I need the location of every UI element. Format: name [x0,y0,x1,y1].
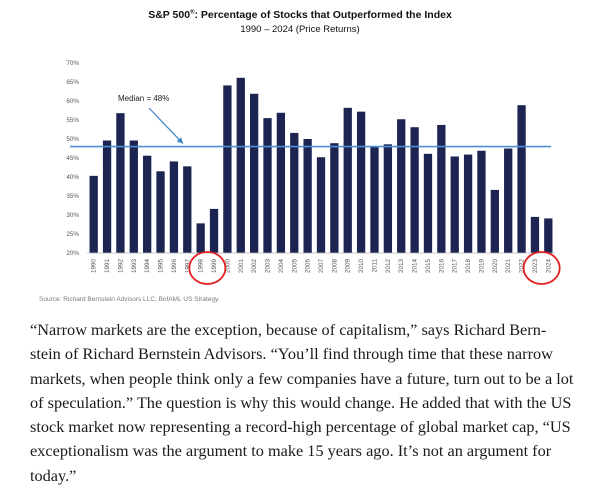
x-tick-label-2015: 2015 [425,259,432,274]
bar-2013 [397,119,406,254]
bar-2005 [290,132,299,253]
bar-2020 [490,189,499,253]
x-tick-label-1995: 1995 [158,259,165,274]
bar-2023 [530,216,540,253]
y-tick-label: 20% [66,250,79,257]
x-tick-label-2007: 2007 [318,259,325,274]
bar-2017 [450,156,459,253]
x-tick-label-1997: 1997 [184,259,191,274]
chart-area: S&P 500®: Percentage of Stocks that Outp… [0,9,600,303]
registered-mark: ® [190,9,195,16]
x-tick-label-2018: 2018 [465,259,472,274]
y-tick-label: 70% [66,60,79,67]
x-tick-label-2024: 2024 [545,259,552,274]
y-tick-label: 45% [66,155,79,162]
bar-1995 [156,171,165,253]
bar-1991 [102,140,112,253]
chart-title-rest: : Percentage of Stocks that Outperformed… [194,9,452,21]
bar-2003 [263,118,272,253]
x-tick-label-1998: 1998 [198,259,205,274]
x-tick-label-1990: 1990 [91,259,98,274]
x-tick-label-2014: 2014 [412,259,419,274]
y-tick-label: 40% [66,174,79,181]
bar-1994 [143,155,152,253]
x-tick-label-1999: 1999 [211,259,218,274]
x-tick-label-2013: 2013 [398,259,405,274]
bar-2018 [463,154,473,253]
x-tick-label-1996: 1996 [171,259,178,274]
chart-title: S&P 500®: Percentage of Stocks that Outp… [0,9,600,21]
bar-1998 [196,223,205,253]
x-tick-label-2006: 2006 [305,259,312,274]
y-tick-label: 55% [66,117,79,124]
x-tick-label-1993: 1993 [131,259,138,274]
bar-2015 [423,153,433,253]
y-tick-label: 60% [66,98,79,105]
y-tick-label: 25% [66,231,79,238]
x-tick-label-1992: 1992 [117,259,124,274]
x-tick-label-1994: 1994 [144,259,151,274]
bar-2004 [276,112,286,253]
median-arrow-head [176,137,183,144]
bar-2012 [383,144,393,253]
bar-2007 [316,157,326,253]
bar-1993 [129,140,138,253]
chart-subtitle: 1990 – 2024 (Price Returns) [240,24,360,35]
x-tick-label-2004: 2004 [278,259,285,274]
median-arrow-shaft [148,107,184,145]
highlight-circle-1 [188,251,227,285]
x-tick-label-2022: 2022 [519,259,526,274]
bar-2014 [410,127,419,253]
x-tick-label-1991: 1991 [104,259,111,274]
y-tick-label: 50% [66,136,79,143]
bar-1992 [116,113,125,253]
bar-2016 [437,124,446,253]
x-tick-label-2002: 2002 [251,259,258,274]
median-label: Median = 48% [118,94,169,103]
x-tick-label-2019: 2019 [478,259,485,274]
x-tick-label-2010: 2010 [358,259,365,274]
x-tick-label-2009: 2009 [345,259,352,274]
x-tick-label-2001: 2001 [238,259,245,274]
x-tick-label-2020: 2020 [492,259,499,274]
x-tick-label-2017: 2017 [452,259,459,274]
bar-2011 [370,146,379,253]
x-tick-label-2011: 2011 [371,259,378,273]
bar-2019 [477,150,486,253]
x-tick-label-2012: 2012 [385,259,392,274]
x-tick-label-2008: 2008 [331,259,338,274]
bar-2009 [343,107,352,253]
x-tick-label-2005: 2005 [291,259,298,274]
highlight-circle-2 [522,251,561,285]
bar-2024 [544,218,553,253]
source-note: Source: Richard Bernstein Advisors LLC, … [39,296,220,303]
x-tick-label-2021: 2021 [505,259,512,274]
chart-title-main: S&P 500 [148,9,191,21]
bar-2022 [517,105,526,254]
bar-chart: 20% 25% 30% 35% 40% 45% 50% 55% 60% 65% 70% 1990 199… [66,60,561,285]
bar-1990 [89,175,98,253]
bar-2000 [223,85,232,253]
bar-1997 [183,166,192,253]
bar-2002 [249,93,259,253]
x-tick-label-2003: 2003 [265,259,272,274]
bar-2001 [236,77,245,253]
article-paragraph: “Narrow markets are the exception, becau… [30,320,574,485]
bar-2021 [504,148,513,253]
x-tick-label-2023: 2023 [532,259,539,274]
y-tick-label: 35% [66,193,79,200]
bar-1996 [169,161,179,253]
x-tick-label-2016: 2016 [438,259,445,274]
bar-2006 [303,139,312,253]
bar-2008 [330,143,339,253]
y-tick-label: 65% [66,79,79,86]
bar-1999 [209,208,219,253]
y-tick-label: 30% [66,212,79,219]
bar-2010 [356,111,366,253]
x-tick-label-2000: 2000 [224,259,231,274]
